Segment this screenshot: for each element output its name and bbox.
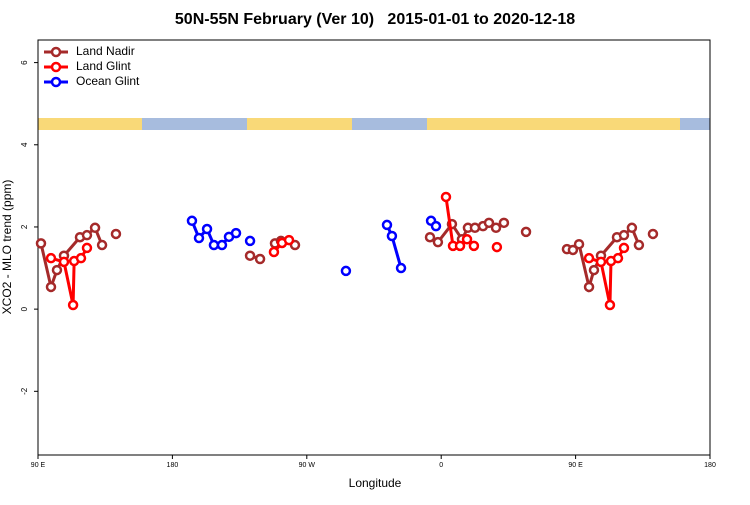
land-strip xyxy=(427,118,680,130)
land-strip xyxy=(247,118,352,130)
series-point xyxy=(201,223,213,235)
series-point xyxy=(186,215,198,227)
series-point xyxy=(35,238,47,249)
series-point xyxy=(633,239,645,251)
y-tick-label: 6 xyxy=(20,60,29,65)
legend-label: Land Nadir xyxy=(76,44,135,58)
x-tick-label: 180 xyxy=(167,462,179,469)
series-point xyxy=(45,252,57,264)
x-tick-label: 90 W xyxy=(299,462,316,469)
series-point xyxy=(381,219,393,231)
legend-marker xyxy=(50,46,62,58)
series-point xyxy=(58,256,70,268)
x-tick-label: 0 xyxy=(439,462,443,469)
y-tick-label: 0 xyxy=(20,306,29,311)
series-point xyxy=(498,217,510,229)
series-point xyxy=(595,256,607,268)
series-point xyxy=(75,252,87,264)
series-point xyxy=(432,236,444,248)
x-tick-label: 90 E xyxy=(31,462,46,469)
series-point xyxy=(491,241,503,253)
series-point xyxy=(583,281,595,293)
series-point xyxy=(216,239,228,251)
series-point xyxy=(230,227,242,239)
series-point xyxy=(612,252,624,264)
series-point xyxy=(424,231,436,243)
series-point xyxy=(567,244,579,256)
y-tick-label: 2 xyxy=(20,224,29,229)
series-point xyxy=(490,222,502,234)
y-tick-label: 4 xyxy=(20,142,29,147)
series-point xyxy=(67,299,79,311)
legend-label: Ocean Glint xyxy=(76,74,140,88)
series-point xyxy=(208,239,220,251)
series-point xyxy=(110,228,122,240)
series-point xyxy=(468,240,480,252)
series-point xyxy=(395,262,407,274)
series-point xyxy=(469,222,481,234)
series-point xyxy=(461,234,473,245)
series-point xyxy=(244,235,256,247)
series-point xyxy=(430,220,442,232)
series-point xyxy=(520,226,532,238)
legend-marker xyxy=(50,76,62,88)
series-point xyxy=(254,253,266,265)
y-axis-label: XCO2 - MLO trend (ppm) xyxy=(0,180,14,315)
series-point xyxy=(81,242,93,254)
series-point xyxy=(81,229,93,241)
series-point xyxy=(454,240,466,252)
series-point xyxy=(647,228,659,240)
series-point xyxy=(96,239,108,251)
series-point xyxy=(244,250,256,261)
series-point xyxy=(626,222,638,234)
legend-marker xyxy=(50,61,62,73)
series-point xyxy=(440,191,452,203)
series-point xyxy=(193,232,205,244)
series-point xyxy=(268,246,280,258)
series-point xyxy=(604,299,616,311)
series-point xyxy=(583,252,595,264)
x-tick-label: 180 xyxy=(704,462,716,469)
x-tick-label: 90 E xyxy=(568,462,583,469)
series-point xyxy=(51,264,63,276)
series-point xyxy=(588,264,600,276)
y-tick-label: -2 xyxy=(20,387,29,395)
land-strip xyxy=(38,118,142,130)
series-point xyxy=(618,229,630,241)
series-point xyxy=(573,238,585,250)
series-point xyxy=(483,217,495,229)
chart-title: 50N-55N February (Ver 10) 2015-01-01 to … xyxy=(175,11,575,28)
series-point xyxy=(45,281,57,293)
series-point xyxy=(89,222,101,234)
map-strip xyxy=(38,118,710,130)
series-point xyxy=(283,234,295,246)
series-point xyxy=(386,230,398,242)
series-point xyxy=(618,242,630,254)
x-axis-label: Longitude xyxy=(349,476,402,490)
series-point xyxy=(340,265,352,277)
legend-label: Land Glint xyxy=(76,59,131,73)
